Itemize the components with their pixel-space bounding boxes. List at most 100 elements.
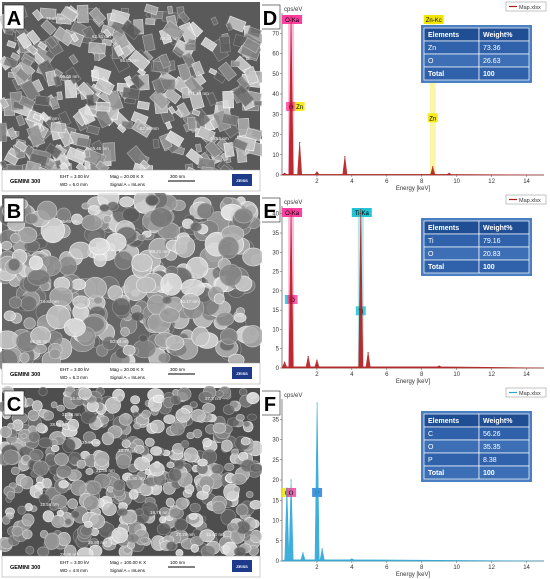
measurement-label: 82.59 nm: [140, 126, 159, 131]
sem-image-c: 15.40 nm 27.3 nm 31.48 nm 28.96 nm 25.90 nm 1…: [0, 386, 262, 578]
measurement-label: 88.21 nm: [150, 249, 169, 254]
table-cell-text: 79.16: [483, 238, 501, 245]
y-tick-label: 50: [272, 72, 279, 78]
x-tick-label: 14: [523, 565, 530, 571]
y-tick-label: 20: [272, 289, 279, 295]
measurement-label: 19.76 nm: [150, 510, 169, 515]
y-tick-label: 10: [272, 153, 279, 159]
y-tick-label: 10: [272, 519, 279, 525]
spectrum-peak-point: [321, 548, 323, 550]
table-header-text: Elements: [428, 225, 459, 232]
measurement-label: 95.83 nm: [120, 58, 139, 63]
measurement-label: 96.69 nm: [60, 219, 79, 224]
table-header-text: Weight%: [483, 32, 513, 39]
spectrum-peak-point: [284, 172, 286, 174]
wd-value: WD = 6.0 mm: [60, 182, 88, 187]
peak-marker-box: [427, 113, 438, 123]
x-tick-label: 6: [385, 372, 389, 378]
measurement-label: 71.44 nm: [190, 91, 209, 96]
sem-footer: [1, 362, 261, 385]
zeiss-logo-text: ZEISS: [236, 371, 248, 376]
y-tick-label: 40: [272, 92, 279, 98]
table-cell-text: 8.38: [483, 457, 497, 464]
table-cell-text: O: [428, 444, 434, 451]
panel-letter: F: [264, 394, 276, 416]
table-cell-text: 73.36: [483, 45, 501, 52]
measurement-label: 49.55 nm: [210, 136, 229, 141]
spectrum-peak-point: [367, 351, 369, 354]
spectrum-peak-point: [316, 171, 318, 173]
mag-value: Mag = 20.00 K X: [110, 174, 144, 179]
peak-label: Zn-Kc: [426, 18, 442, 24]
element-marker-band: [429, 19, 436, 175]
spectrum-peak-point: [432, 166, 434, 168]
y-tick-label: 5: [276, 347, 280, 353]
peak-label: Zn: [296, 105, 303, 111]
measurement-label: 25.80 nm: [88, 540, 107, 545]
panel-letter-box: [3, 390, 25, 416]
spectrum-peak-point: [290, 16, 292, 18]
measurement-label: 80.54 nm: [110, 339, 129, 344]
peak-marker-box: [423, 15, 444, 24]
spectrum-series: [281, 17, 545, 176]
measurement-label: 74.32 nm: [40, 299, 59, 304]
table-cell-text: Zn: [428, 45, 436, 52]
y-tick-label: 25: [272, 270, 279, 276]
eht-value: EHT = 3.00 kV: [60, 174, 89, 179]
y-tick-label: 30: [272, 438, 279, 444]
mag-value: Mag = 20.00 K X: [110, 367, 144, 372]
table-cell-text: C: [428, 431, 433, 438]
panel-letter: D: [263, 8, 277, 30]
x-tick-label: 12: [488, 372, 495, 378]
spectrum-peak-point: [316, 359, 318, 361]
peak-label: Ti-Ka: [355, 211, 370, 217]
y-tick-label: 25: [272, 458, 279, 464]
x-axis-label: Energy [keV]: [396, 379, 431, 385]
instrument-name: GEMINI 300: [10, 179, 40, 185]
x-tick-label: 4: [350, 372, 354, 378]
table-cell-text: 100: [483, 71, 495, 78]
table-cell-text: 35.35: [483, 444, 501, 451]
y-tick-label: 0: [276, 559, 280, 565]
y-axis-label: cps/eV: [284, 393, 302, 399]
zeiss-logo-text: ZEISS: [236, 564, 248, 569]
legend-label: Map.xlsx: [519, 391, 541, 397]
x-tick-label: 8: [420, 565, 424, 571]
measurement-label: 25.90 nm: [82, 440, 101, 445]
x-tick-label: 8: [420, 372, 424, 378]
y-tick-label: 30: [272, 250, 279, 256]
panel-letter-box: [3, 197, 25, 223]
y-axis-label: cps/eV: [284, 7, 302, 13]
peak-marker-box: [294, 101, 305, 111]
wd-value: WD = 4.8 mm: [60, 568, 88, 573]
measurement-label: 15.40 nm: [70, 396, 89, 401]
x-axis-label: Energy [keV]: [396, 572, 431, 578]
panel-letter-box: [262, 390, 281, 416]
scale-label: 300 nm: [170, 174, 185, 179]
table-cell-text: 56.26: [483, 431, 501, 438]
measurement-label: 90.17 nm: [180, 299, 199, 304]
panel-letter-box: [262, 4, 281, 30]
scale-label: 100 nm: [170, 560, 185, 565]
peak-label: O-Ka: [285, 211, 300, 217]
peak-marker-box: [351, 208, 372, 217]
spectrum-series: [281, 209, 545, 369]
peak-marker-box: [282, 15, 303, 24]
table-cell-text: 100: [483, 264, 495, 271]
table-cell-text: Total: [428, 264, 444, 271]
spectrum-peak-point: [360, 209, 362, 211]
measurement-label: 56.65 nm: [60, 74, 79, 79]
measurement-label: 31.30 nm: [126, 476, 145, 481]
panel-letter: B: [7, 201, 21, 223]
zeiss-logo: [232, 174, 252, 186]
panel-letter-box: [3, 4, 25, 30]
table-header-text: Weight%: [483, 225, 513, 232]
panel-letter: E: [263, 201, 276, 223]
table-cell-text: Ti: [428, 238, 434, 245]
signal-value: Signal A = InLens: [110, 375, 146, 380]
table-cell-text: 100: [483, 470, 495, 477]
sem-footer: [1, 555, 261, 578]
